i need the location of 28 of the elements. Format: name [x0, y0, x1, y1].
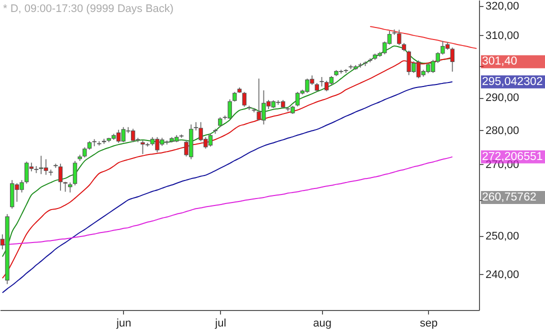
x-tick-label: jul — [214, 318, 226, 330]
candlestick — [82, 146, 87, 158]
candlestick — [218, 116, 222, 128]
y-tick-label: 290,00 — [486, 92, 520, 104]
candlestick — [194, 122, 198, 131]
line-series — [2, 81, 453, 294]
line-series — [2, 156, 453, 246]
text: 260,75762 — [482, 191, 536, 204]
candlestick — [320, 76, 324, 87]
y-tick-label: 250,00 — [486, 230, 520, 243]
candlestick — [68, 182, 72, 193]
line-series — [370, 26, 478, 49]
x-tick-label: aug — [313, 318, 332, 330]
x-tick-label: sep — [420, 318, 438, 330]
y-tick-label: 320,00 — [486, 0, 520, 12]
candlestick — [232, 91, 237, 102]
y-tick-label: 240,00 — [486, 268, 520, 281]
candlestick — [397, 29, 402, 46]
chart-title: * D, 09:00-17:30 (9999 Days Back) — [3, 3, 174, 15]
candlestick — [242, 91, 246, 108]
y-tick-label: 280,00 — [486, 124, 520, 137]
text: 301,40 — [482, 56, 518, 68]
text: 272,206551 — [482, 150, 543, 163]
text: 295,042302 — [482, 76, 543, 88]
candlestick — [72, 160, 78, 186]
y-tick-label: 310,00 — [486, 30, 520, 42]
x-tick-label: jun — [116, 318, 132, 330]
candlestick — [58, 163, 63, 192]
